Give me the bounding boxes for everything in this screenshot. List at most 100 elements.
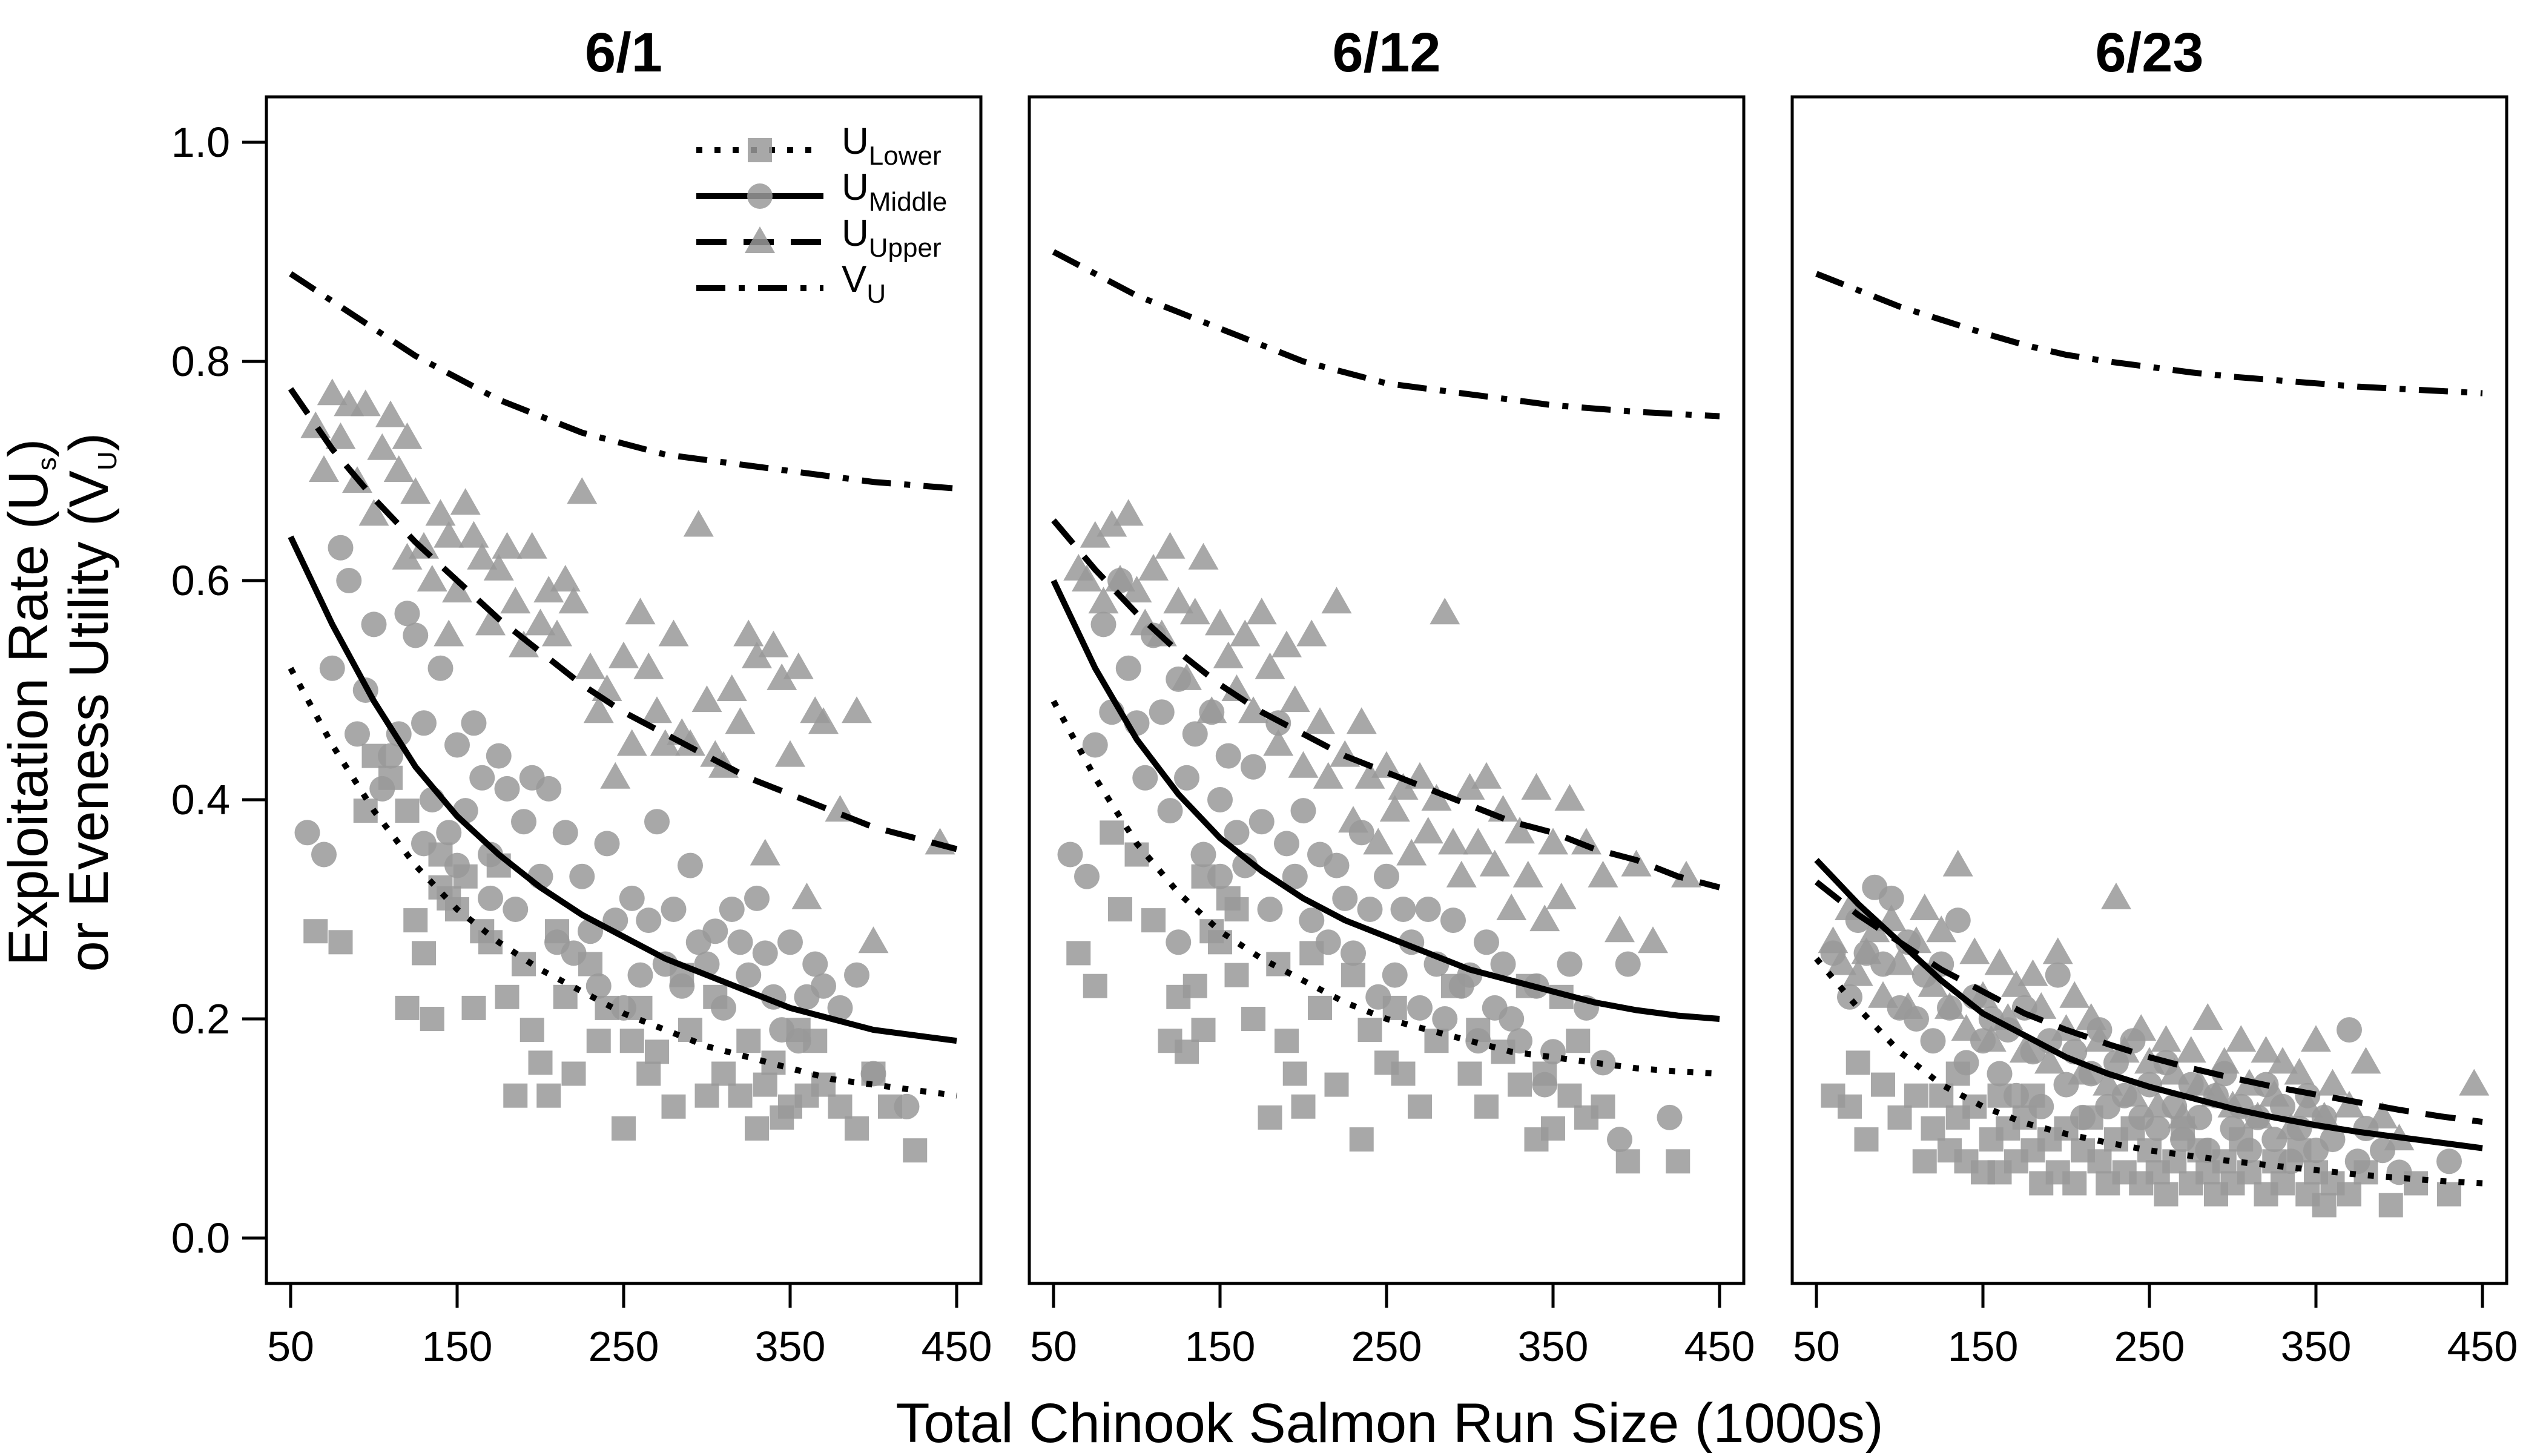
point-upper xyxy=(1430,598,1460,625)
panel-frame xyxy=(1027,95,1746,1285)
point-middle xyxy=(2145,1116,2171,1141)
point-upper xyxy=(1338,806,1368,833)
point-lower xyxy=(1282,1061,1307,1086)
point-upper xyxy=(1346,707,1377,734)
point-lower xyxy=(1391,1061,1416,1086)
point-upper xyxy=(1884,948,1915,975)
point-lower xyxy=(1838,1094,1862,1119)
point-upper xyxy=(2317,1069,2348,1096)
point-upper xyxy=(725,707,756,734)
point-middle xyxy=(1615,951,1641,977)
point-middle xyxy=(844,962,869,988)
point-upper xyxy=(1288,751,1319,778)
point-lower xyxy=(678,1018,702,1043)
point-middle xyxy=(1532,1072,1558,1098)
y-tick-label: 0.8 xyxy=(171,338,230,385)
point-lower xyxy=(461,995,486,1020)
point-upper xyxy=(616,729,647,756)
x-tick-label: 50 xyxy=(1030,1323,1077,1370)
y-axis-title-line1-sub: s xyxy=(32,457,62,470)
point-upper xyxy=(2367,1101,2398,1128)
point-lower xyxy=(1141,908,1166,933)
point-lower xyxy=(553,984,578,1009)
point-middle xyxy=(478,842,503,868)
y-axis-title-line2-sub: U xyxy=(93,451,122,470)
point-middle xyxy=(1987,1061,2013,1087)
point-upper xyxy=(2226,1025,2257,1052)
point-upper xyxy=(1113,499,1144,526)
point-lower xyxy=(528,1050,553,1075)
point-lower xyxy=(845,1116,869,1141)
point-middle xyxy=(1945,908,1971,934)
point-middle xyxy=(2320,1127,2346,1153)
point-upper xyxy=(2101,882,2131,909)
point-upper xyxy=(1463,828,1494,855)
point-middle xyxy=(594,831,620,857)
x-tick-label: 50 xyxy=(1793,1323,1840,1370)
x-tick-label: 250 xyxy=(1351,1323,1422,1370)
legend-marker-circle xyxy=(747,183,773,209)
point-upper xyxy=(550,565,581,591)
x-tick-label: 50 xyxy=(267,1323,314,1370)
point-upper xyxy=(1605,915,1635,943)
point-upper xyxy=(1363,828,1394,855)
point-upper xyxy=(409,532,439,559)
point-upper xyxy=(1496,894,1527,920)
point-middle xyxy=(727,929,753,955)
point-middle xyxy=(336,568,362,593)
point-upper xyxy=(542,619,572,647)
point-middle xyxy=(1341,940,1366,966)
point-middle xyxy=(311,842,337,868)
point-middle xyxy=(1474,929,1499,955)
point-upper xyxy=(767,663,797,690)
point-upper xyxy=(758,630,789,657)
point-upper xyxy=(1246,598,1277,625)
point-middle xyxy=(661,897,687,922)
point-lower xyxy=(412,941,436,966)
point-middle xyxy=(294,820,320,846)
curve-lower xyxy=(288,667,957,1099)
point-upper xyxy=(2126,1014,2157,1041)
point-middle xyxy=(1182,721,1208,747)
point-lower xyxy=(728,1083,753,1108)
point-lower xyxy=(1424,1029,1449,1053)
y-axis: 0.0 0.2 0.4 0.6 0.8 1.0 xyxy=(171,119,266,1262)
point-upper xyxy=(317,378,348,406)
point-middle xyxy=(1499,1006,1525,1032)
point-upper xyxy=(1554,784,1585,811)
point-middle xyxy=(394,601,420,627)
point-upper xyxy=(2159,1058,2190,1085)
point-middle xyxy=(1132,765,1158,791)
point-middle xyxy=(1166,929,1192,955)
point-lower xyxy=(2087,1149,2112,1174)
point-upper xyxy=(1505,817,1535,844)
point-middle xyxy=(1315,929,1341,955)
point-upper xyxy=(1263,729,1294,756)
point-upper xyxy=(1926,915,1957,943)
point-upper xyxy=(2192,1003,2223,1030)
point-upper xyxy=(300,411,331,438)
curve-vu xyxy=(1052,249,1720,420)
point-upper xyxy=(2068,1058,2098,1085)
legend-entry: UUpper xyxy=(696,212,942,263)
point-upper xyxy=(567,477,598,504)
point-lower xyxy=(1871,1072,1895,1097)
point-lower xyxy=(1349,1127,1374,1152)
curve-lower xyxy=(1814,957,2483,1187)
y-tick-label: 0.4 xyxy=(171,776,230,823)
legend-label-sub: Middle xyxy=(869,187,948,217)
curve-upper xyxy=(1051,518,1721,891)
point-upper xyxy=(1072,565,1102,591)
point-lower xyxy=(2437,1182,2461,1207)
x-axis-title: Total Chinook Salmon Run Size (1000s) xyxy=(895,1392,1883,1453)
point-upper xyxy=(1371,751,1402,778)
point-middle xyxy=(1324,852,1350,878)
point-lower xyxy=(395,799,420,823)
curve-middle xyxy=(1814,858,2483,1151)
points-group xyxy=(1818,849,2490,1217)
point-middle xyxy=(1390,897,1416,922)
point-lower xyxy=(1341,963,1365,987)
point-middle xyxy=(328,535,354,561)
x-tick-label: 450 xyxy=(922,1323,992,1370)
y-tick-label: 0.0 xyxy=(171,1214,230,1262)
